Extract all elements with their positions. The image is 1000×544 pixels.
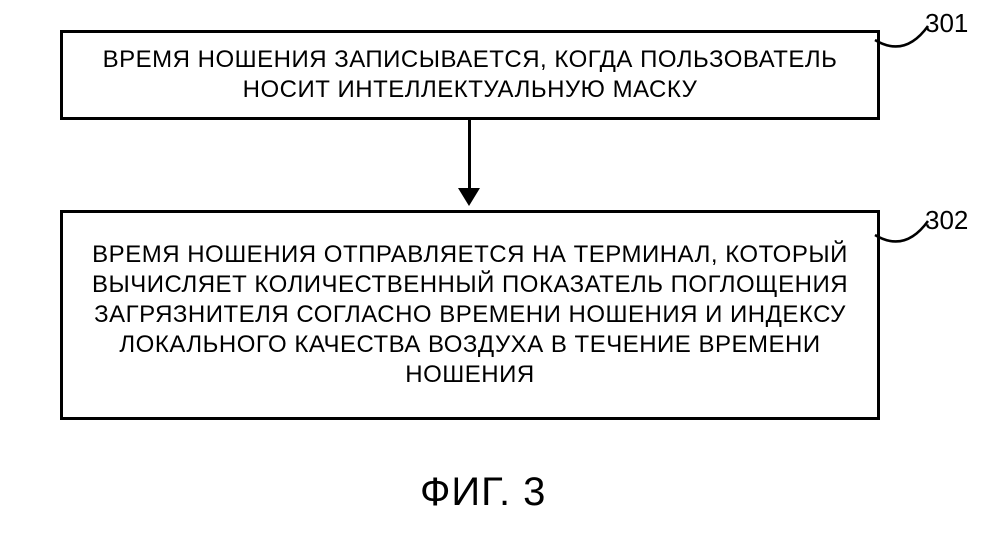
arrow-shaft xyxy=(468,120,471,190)
figure-caption: ФИГ. 3 xyxy=(420,470,546,515)
flow-step-2: ВРЕМЯ НОШЕНИЯ ОТПРАВЛЯЕТСЯ НА ТЕРМИНАЛ, … xyxy=(60,210,880,420)
flow-step-2-text: ВРЕМЯ НОШЕНИЯ ОТПРАВЛЯЕТСЯ НА ТЕРМИНАЛ, … xyxy=(75,240,865,390)
diagram-canvas: ВРЕМЯ НОШЕНИЯ ЗАПИСЫВАЕТСЯ, КОГДА ПОЛЬЗО… xyxy=(0,0,1000,544)
leader-line-302 xyxy=(870,215,950,255)
leader-line-301 xyxy=(870,20,950,60)
flow-step-1-text: ВРЕМЯ НОШЕНИЯ ЗАПИСЫВАЕТСЯ, КОГДА ПОЛЬЗО… xyxy=(75,45,865,105)
flow-step-1: ВРЕМЯ НОШЕНИЯ ЗАПИСЫВАЕТСЯ, КОГДА ПОЛЬЗО… xyxy=(60,30,880,120)
arrow-head-icon xyxy=(458,188,480,206)
